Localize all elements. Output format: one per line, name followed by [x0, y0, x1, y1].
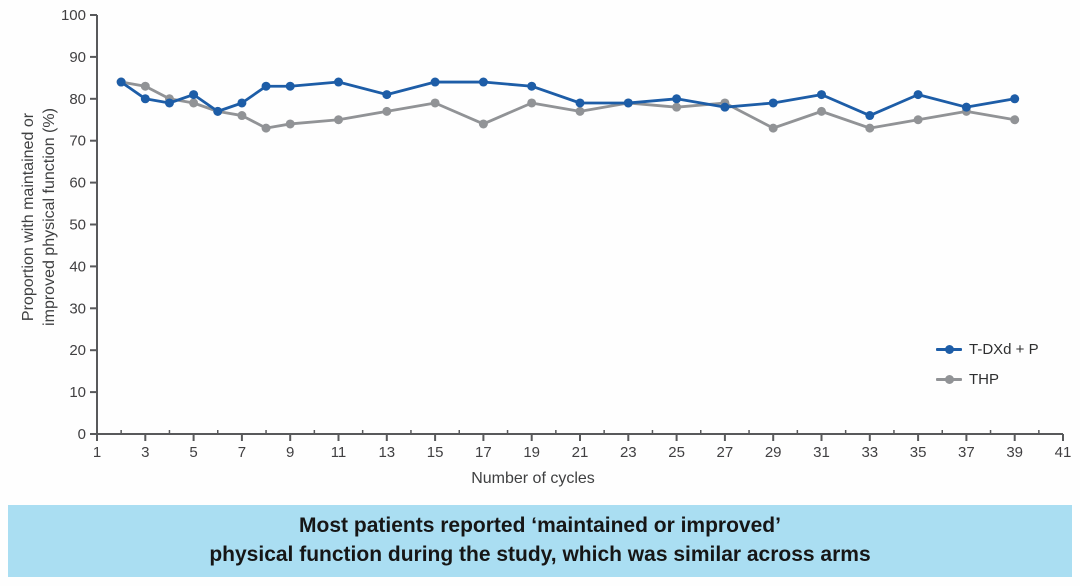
- svg-text:33: 33: [861, 444, 878, 461]
- legend-item-tdxd-p: T-DXd + P: [936, 341, 1039, 358]
- svg-text:100: 100: [61, 7, 86, 24]
- y-axis-title-line1: Proportion with maintained or: [20, 112, 38, 322]
- svg-text:13: 13: [378, 444, 395, 461]
- svg-text:17: 17: [475, 444, 492, 461]
- svg-text:41: 41: [1055, 444, 1072, 461]
- key-message-banner: Most patients reported ‘maintained or im…: [8, 505, 1072, 577]
- svg-text:11: 11: [331, 444, 347, 461]
- svg-text:5: 5: [189, 444, 197, 461]
- banner-line1: Most patients reported ‘maintained or im…: [299, 514, 781, 538]
- svg-text:90: 90: [69, 49, 86, 66]
- svg-text:60: 60: [69, 175, 86, 192]
- svg-text:0: 0: [78, 426, 86, 443]
- svg-text:31: 31: [813, 444, 830, 461]
- svg-text:3: 3: [141, 444, 149, 461]
- y-axis-title: Proportion with maintained or improved p…: [19, 108, 61, 326]
- svg-text:19: 19: [523, 444, 540, 461]
- svg-text:9: 9: [286, 444, 294, 461]
- thp-series-marker-icon: [936, 375, 962, 385]
- x-axis-title: Number of cycles: [471, 470, 595, 487]
- svg-text:21: 21: [572, 444, 589, 461]
- svg-text:40: 40: [69, 258, 86, 275]
- svg-text:70: 70: [69, 133, 86, 150]
- svg-text:29: 29: [765, 444, 782, 461]
- y-axis-title-line2: improved physical function (%): [41, 108, 58, 326]
- svg-text:80: 80: [69, 91, 86, 108]
- svg-text:15: 15: [427, 444, 444, 461]
- svg-text:37: 37: [958, 444, 975, 461]
- svg-text:50: 50: [69, 217, 86, 234]
- svg-text:25: 25: [668, 444, 685, 461]
- svg-text:20: 20: [69, 342, 86, 359]
- svg-text:27: 27: [717, 444, 734, 461]
- svg-text:7: 7: [238, 444, 246, 461]
- svg-text:39: 39: [1006, 444, 1023, 461]
- banner-line2: physical function during the study, whic…: [209, 543, 871, 566]
- legend: T-DXd + P THP: [936, 341, 1039, 388]
- svg-text:10: 10: [69, 384, 86, 401]
- legend-item-thp: THP: [936, 371, 1039, 388]
- svg-text:35: 35: [910, 444, 927, 461]
- svg-text:30: 30: [69, 300, 86, 317]
- legend-label-thp: THP: [969, 371, 999, 388]
- svg-text:23: 23: [620, 444, 637, 461]
- legend-label-tdxd-p: T-DXd + P: [969, 341, 1039, 358]
- tdxd-p-series-marker-icon: [936, 345, 962, 355]
- svg-text:1: 1: [93, 444, 101, 461]
